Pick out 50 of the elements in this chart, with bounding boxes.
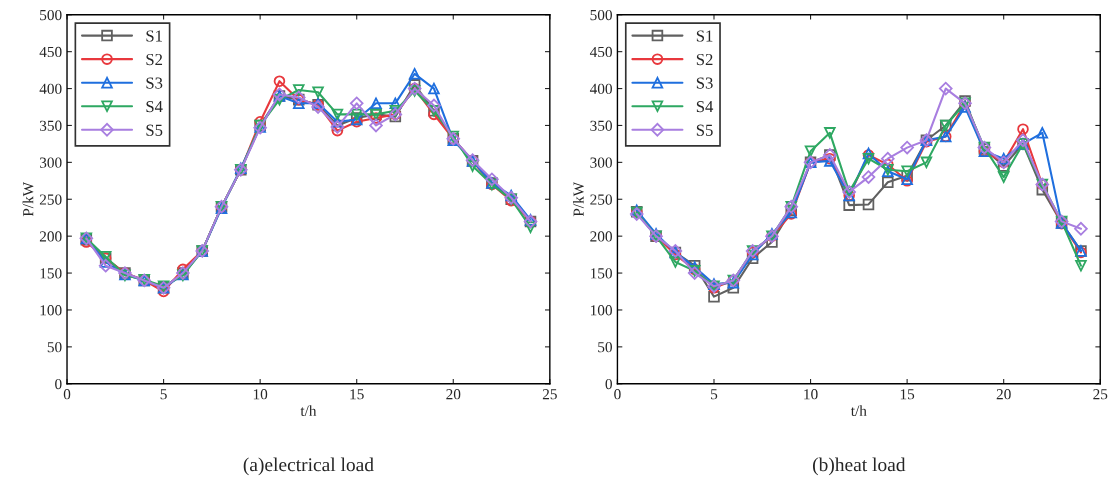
legend-label: S5 xyxy=(146,124,163,136)
legend-label: S4 xyxy=(696,101,714,113)
y-tick-label: 150 xyxy=(591,268,612,279)
y-tick-label: 400 xyxy=(589,83,612,95)
y-tick-label: 250 xyxy=(39,194,62,205)
y-tick-label: 350 xyxy=(39,120,62,131)
text: (b)heat load xyxy=(812,457,906,476)
y-axis-title: P/kW xyxy=(22,181,34,217)
y-tick-label: 200 xyxy=(590,231,612,242)
y-tick-label: 50 xyxy=(598,342,612,353)
y-axis-title: P/kW xyxy=(573,181,584,217)
legend-label: S2 xyxy=(146,53,163,66)
legend-label: S3 xyxy=(696,77,713,89)
legend-label: S1 xyxy=(696,30,713,42)
y-tick-label: 100 xyxy=(40,305,62,316)
y-tick-label: 450 xyxy=(589,46,612,58)
x-tick-label: 25 xyxy=(1093,389,1108,400)
y-tick-label: 300 xyxy=(39,157,62,168)
x-tick-label: 5 xyxy=(160,389,167,400)
y-tick-label: 0 xyxy=(55,378,62,390)
y-tick-label: 450 xyxy=(39,46,62,58)
y-tick-label: 350 xyxy=(590,120,612,131)
x-tick-label: 20 xyxy=(996,389,1011,400)
legend-label: S4 xyxy=(146,101,163,113)
x-tick-label: 20 xyxy=(446,389,461,400)
legend-label: S1 xyxy=(146,30,162,42)
y-tick-label: 50 xyxy=(47,342,62,353)
y-tick-label: 300 xyxy=(590,157,612,168)
y-tick-label: 150 xyxy=(40,268,62,279)
x-tick-label: 10 xyxy=(253,389,268,400)
x-tick-label: 25 xyxy=(542,389,557,400)
legend-label: S2 xyxy=(696,53,713,66)
y-tick-label: 500 xyxy=(590,9,612,21)
text: (a)electrical load xyxy=(243,457,374,476)
y-tick-label: 100 xyxy=(591,305,612,316)
legend-label: S5 xyxy=(696,124,713,136)
x-axis-title: t/h xyxy=(300,405,317,417)
x-tick-label: 0 xyxy=(63,389,71,400)
x-tick-label: 15 xyxy=(900,389,915,400)
legend-label: S3 xyxy=(146,77,163,89)
x-tick-label: 10 xyxy=(804,389,818,400)
y-tick-label: 250 xyxy=(590,194,612,205)
y-tick-label: 200 xyxy=(39,231,62,242)
y-tick-label: 0 xyxy=(605,378,612,390)
x-tick-label: 15 xyxy=(350,389,364,400)
x-tick-label: 0 xyxy=(614,389,621,400)
y-tick-label: 500 xyxy=(40,9,62,21)
x-tick-label: 5 xyxy=(711,389,718,400)
x-axis-title: t/h xyxy=(850,405,867,417)
y-tick-label: 400 xyxy=(39,83,62,95)
